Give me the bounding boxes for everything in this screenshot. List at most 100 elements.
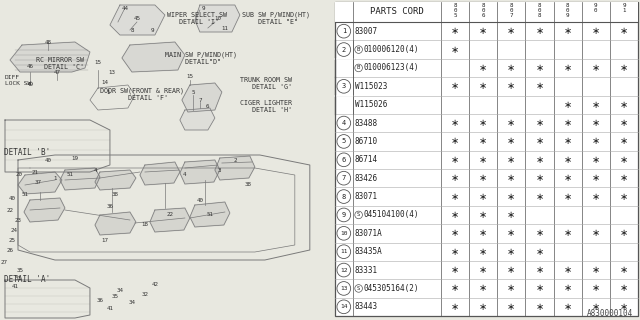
Circle shape (337, 208, 351, 222)
Text: 5: 5 (191, 91, 195, 95)
Text: 38: 38 (244, 182, 252, 188)
Text: 18: 18 (141, 222, 148, 228)
Polygon shape (140, 162, 180, 185)
Text: ∗: ∗ (536, 228, 543, 238)
Text: 13: 13 (108, 70, 115, 76)
Text: ∗: ∗ (451, 210, 459, 220)
Text: 32: 32 (141, 292, 148, 298)
Text: 51: 51 (22, 193, 29, 197)
Text: 9: 9 (201, 5, 205, 11)
Text: 1: 1 (53, 175, 57, 180)
Circle shape (337, 245, 351, 259)
Polygon shape (95, 170, 136, 190)
Text: 8: 8 (130, 28, 134, 33)
Text: B: B (357, 65, 360, 70)
Text: ∗: ∗ (564, 265, 572, 275)
Text: 010006120(4): 010006120(4) (364, 45, 419, 54)
Polygon shape (18, 172, 62, 194)
Bar (335, 2, 638, 22)
Text: ∗: ∗ (564, 155, 572, 165)
Circle shape (337, 135, 351, 148)
Text: W115026: W115026 (355, 100, 387, 109)
Text: 9
0: 9 0 (594, 3, 598, 13)
Text: ∗: ∗ (620, 284, 628, 293)
Text: ∗: ∗ (564, 302, 572, 312)
Text: 83007: 83007 (355, 27, 378, 36)
Text: 4: 4 (93, 167, 97, 172)
Text: 4: 4 (342, 120, 346, 126)
Circle shape (355, 211, 362, 219)
Text: ∗: ∗ (536, 192, 543, 202)
Text: ∗: ∗ (479, 136, 487, 147)
Circle shape (337, 24, 351, 38)
Polygon shape (122, 42, 185, 72)
Text: ∗: ∗ (451, 302, 459, 312)
Text: W115023: W115023 (355, 82, 387, 91)
Polygon shape (180, 108, 215, 130)
Text: ∗: ∗ (620, 265, 628, 275)
Text: ∗: ∗ (451, 26, 459, 36)
Text: 34: 34 (116, 287, 124, 292)
Circle shape (337, 190, 351, 204)
Text: TRUNK ROOM SW
   DETAIL 'G': TRUNK ROOM SW DETAIL 'G' (240, 77, 292, 90)
Text: 1: 1 (342, 28, 346, 34)
Text: 8
0
6: 8 0 6 (481, 3, 485, 18)
Text: 7: 7 (198, 98, 202, 102)
Text: 8
0
5: 8 0 5 (453, 3, 457, 18)
Text: ∗: ∗ (564, 100, 572, 110)
Text: 6: 6 (342, 157, 346, 163)
Text: 8
0
8: 8 0 8 (538, 3, 541, 18)
Text: 9: 9 (342, 212, 346, 218)
Text: ∗: ∗ (451, 228, 459, 238)
Circle shape (355, 284, 362, 292)
Text: ∗: ∗ (479, 265, 487, 275)
Text: 2: 2 (342, 47, 346, 52)
Text: ∗: ∗ (592, 265, 600, 275)
Text: 22: 22 (6, 207, 13, 212)
Text: ∗: ∗ (479, 118, 487, 128)
Text: 37: 37 (35, 180, 42, 186)
Text: ∗: ∗ (536, 155, 543, 165)
Text: ∗: ∗ (451, 173, 459, 183)
Text: 83488: 83488 (355, 119, 378, 128)
Text: ∗: ∗ (479, 228, 487, 238)
Text: S: S (357, 286, 360, 291)
Text: MAIN SW P/WIND(HT)
     DETAIL"D": MAIN SW P/WIND(HT) DETAIL"D" (165, 52, 237, 66)
Text: ∗: ∗ (620, 192, 628, 202)
Text: 26: 26 (6, 247, 13, 252)
Circle shape (337, 116, 351, 130)
Text: ∗: ∗ (479, 26, 487, 36)
Text: 36: 36 (97, 298, 104, 302)
Text: S: S (357, 212, 360, 217)
Text: ∗: ∗ (592, 192, 600, 202)
Text: ∗: ∗ (451, 284, 459, 293)
Text: ∗: ∗ (451, 118, 459, 128)
Text: PARTS CORD: PARTS CORD (370, 7, 424, 17)
Text: ∗: ∗ (620, 118, 628, 128)
Text: ∗: ∗ (620, 63, 628, 73)
Text: ∗: ∗ (592, 228, 600, 238)
Text: 11: 11 (340, 249, 348, 254)
Circle shape (337, 171, 351, 185)
Text: ∗: ∗ (592, 302, 600, 312)
Text: 6: 6 (205, 105, 209, 109)
Text: A830000104: A830000104 (587, 309, 633, 318)
Text: 3: 3 (342, 83, 346, 89)
Text: RC MIRROR SW
  DETAIL 'C': RC MIRROR SW DETAIL 'C' (36, 57, 84, 70)
Text: ∗: ∗ (479, 302, 487, 312)
Text: 44: 44 (122, 5, 129, 11)
Text: 83426: 83426 (355, 174, 378, 183)
Text: 5: 5 (342, 139, 346, 144)
Circle shape (337, 79, 351, 93)
Polygon shape (24, 198, 65, 222)
Text: ∗: ∗ (592, 155, 600, 165)
Text: 86710: 86710 (355, 137, 378, 146)
Text: ∗: ∗ (536, 136, 543, 147)
Text: ∗: ∗ (508, 81, 515, 91)
Text: 12: 12 (340, 268, 348, 273)
Text: ∗: ∗ (620, 228, 628, 238)
Text: ∗: ∗ (508, 302, 515, 312)
Text: ∗: ∗ (564, 284, 572, 293)
Text: ∗: ∗ (564, 63, 572, 73)
Text: 33: 33 (15, 276, 22, 281)
